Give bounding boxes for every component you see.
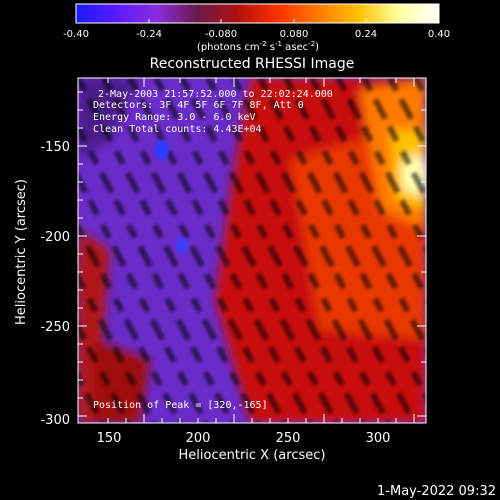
- info-detectors: Detectors: 3F 4F 5F 6F 7F 8F, Att 0: [93, 100, 304, 111]
- image-stripe: [101, 78, 287, 423]
- image-stripe: [78, 171, 209, 423]
- image-stripe: [494, 78, 500, 423]
- plot-title: Reconstructed RHESSI Image: [150, 56, 355, 72]
- colorbar-tick-label: 0.080: [280, 29, 309, 40]
- y-axis-label: Heliocentric Y (arcsec): [14, 179, 29, 325]
- info-counts: Clean Total counts: 4.43E+04: [93, 124, 262, 135]
- image-stripe: [205, 78, 391, 423]
- image-stripe: [309, 78, 426, 303]
- image-stripes: [78, 78, 500, 423]
- image-stripe: [153, 78, 339, 423]
- image-stripe: [387, 78, 426, 154]
- image-stripe: [127, 78, 313, 423]
- colorbar-tick-label: -0.24: [136, 29, 162, 40]
- image-stripe: [78, 420, 79, 422]
- image-stripe: [413, 78, 426, 104]
- colorbar-tick-label: -0.080: [205, 29, 237, 40]
- y-tick-label: -150: [40, 140, 70, 155]
- image-stripe: [468, 78, 500, 423]
- image-stripe: [335, 78, 426, 254]
- footer-timestamp: 1-May-2022 09:32: [377, 484, 496, 499]
- image-stripe: [442, 78, 500, 423]
- x-axis-ticks: [107, 78, 415, 423]
- image-stripe: [283, 78, 426, 353]
- info-energy-range: Energy Range: 3.0 - 6.0 keV: [93, 112, 256, 123]
- rhessi-image: [78, 78, 500, 423]
- colorbar-units-label: (photons cm-2 s-1 asec-2): [197, 40, 319, 53]
- image-stripe: [78, 221, 183, 423]
- colorbar-ticks: [75, 19, 440, 23]
- colorbar-tick-label: 0.24: [355, 29, 377, 40]
- x-tick-label: 200: [186, 431, 211, 446]
- colorbar-tick-label: 0.40: [428, 29, 450, 40]
- x-axis-label: Heliocentric X (arcsec): [179, 448, 326, 463]
- image-stripe: [78, 121, 235, 423]
- x-tick-label: 250: [276, 431, 301, 446]
- x-tick-label: 300: [366, 431, 391, 446]
- y-tick-label: -250: [40, 320, 70, 335]
- y-axis-ticks: [78, 91, 426, 417]
- y-tick-label: -300: [40, 413, 70, 428]
- image-stripe: [257, 78, 426, 403]
- peak-position-label: Position of Peak = [320,-165]: [93, 400, 268, 411]
- image-stripe: [231, 78, 417, 423]
- y-tick-label: -200: [40, 230, 70, 245]
- x-tick-label: 150: [97, 431, 122, 446]
- info-time-range: 2-May-2003 21:57:52.000 to 22:02:24.000: [98, 89, 333, 100]
- image-stripe: [361, 78, 426, 204]
- image-stripe: [179, 78, 365, 423]
- colorbar-tick-label: -0.40: [63, 29, 89, 40]
- image-stripe: [78, 78, 261, 423]
- colorbar: [75, 3, 440, 24]
